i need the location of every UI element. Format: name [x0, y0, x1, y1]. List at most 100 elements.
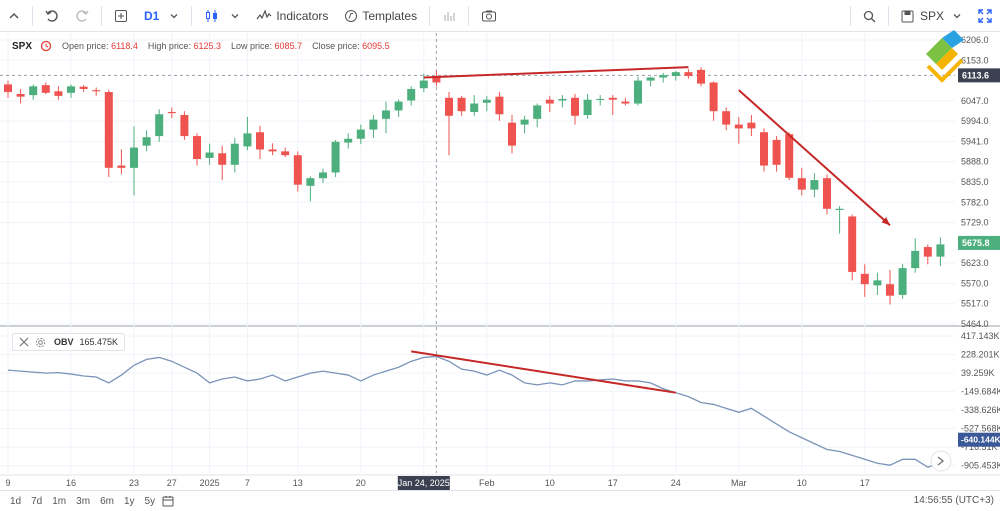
- candle-body: [419, 80, 428, 89]
- range-button-1m[interactable]: 1m: [52, 495, 67, 507]
- low-label: Low price:: [231, 41, 273, 51]
- candle-body: [646, 77, 655, 81]
- gear-icon[interactable]: [35, 337, 46, 348]
- candle-body: [923, 247, 932, 257]
- obv-last-badge: [958, 432, 1000, 447]
- clock-icon[interactable]: [40, 40, 52, 52]
- range-button-5y[interactable]: 5y: [144, 495, 156, 507]
- toolbar-divider: [849, 6, 851, 26]
- obv-trendline: [411, 350, 676, 394]
- calendar-icon[interactable]: [162, 495, 174, 507]
- undo-icon[interactable]: [37, 0, 67, 32]
- crosshair-date-badge: [397, 476, 450, 490]
- camera-icon[interactable]: [473, 0, 505, 32]
- candle-body: [495, 96, 504, 115]
- range-button-7d[interactable]: 7d: [31, 495, 43, 507]
- candle-body: [911, 250, 920, 269]
- time-tick-label: Mar: [731, 478, 747, 488]
- candle-body: [205, 152, 214, 158]
- templates-button[interactable]: Templates: [336, 0, 425, 32]
- clock-readout: 14:56:55 (UTC+3): [913, 495, 994, 506]
- chart-canvas[interactable]: 6206.0 6153.0 6047.0 5994.0 5941.0 5888.0 5835…: [0, 33, 1000, 490]
- toolbar: D1 Indicators Templates SPX: [0, 0, 1000, 32]
- candle-body: [596, 98, 605, 100]
- time-tick-label: 9: [5, 478, 10, 488]
- candle-body: [382, 110, 390, 119]
- candle-body: [659, 75, 668, 78]
- obv-tick-label: -338.626K: [961, 405, 1000, 415]
- obv-tick-label: -527.568K: [961, 424, 1000, 434]
- candle-body: [54, 91, 63, 96]
- candle-body: [218, 153, 227, 165]
- candle-body: [482, 99, 491, 103]
- candle-body: [508, 122, 516, 146]
- search-icon[interactable]: [855, 0, 884, 32]
- fullscreen-icon[interactable]: [970, 0, 1000, 32]
- candle-body: [797, 178, 806, 190]
- close-icon[interactable]: [19, 337, 29, 347]
- toolbar-right: SPX: [846, 0, 1000, 32]
- legend-symbol: SPX: [12, 40, 33, 52]
- candle-body: [155, 114, 164, 137]
- candle-body: [886, 284, 894, 296]
- candle-body: [823, 178, 831, 209]
- range-button-3m[interactable]: 3m: [76, 495, 91, 507]
- candle-body: [394, 101, 403, 111]
- axes: 6206.0 6153.0 6047.0 5994.0 5941.0 5888.0 5835…: [5, 35, 1000, 490]
- add-symbol-icon[interactable]: [106, 0, 136, 32]
- range-button-6m[interactable]: 6m: [100, 495, 114, 507]
- chart-type-button[interactable]: [196, 0, 248, 32]
- redo-icon[interactable]: [67, 0, 97, 32]
- candle-body: [936, 244, 945, 257]
- candle-body: [92, 90, 101, 92]
- candle-body: [583, 99, 592, 116]
- toolbar-divider: [101, 5, 102, 26]
- indicators-button[interactable]: Indicators: [248, 0, 336, 32]
- scroll-right-button: [930, 450, 952, 472]
- candle-body: [671, 72, 680, 76]
- candle-body: [709, 82, 718, 112]
- time-tick-label: 27: [167, 478, 177, 488]
- time-tick-label: 16: [66, 478, 76, 488]
- symbol-select[interactable]: SPX: [893, 0, 970, 32]
- candle-body: [873, 280, 882, 286]
- legend-open: Open price: 6118.4: [62, 41, 138, 51]
- candle-body: [785, 134, 794, 178]
- candle-body: [520, 119, 529, 125]
- candle-body: [67, 86, 75, 93]
- range-button-1d[interactable]: 1d: [10, 495, 22, 507]
- candle-body: [142, 137, 151, 146]
- price-tick-label: 5570.0: [961, 278, 989, 288]
- candle-body: [256, 132, 264, 150]
- candle-body: [293, 155, 302, 185]
- candle-body: [41, 85, 50, 93]
- time-tick-label: 13: [293, 478, 303, 488]
- candle-body: [79, 86, 88, 89]
- toolbar-divider: [887, 6, 889, 26]
- range-button-1y[interactable]: 1y: [123, 495, 135, 507]
- price-tick-label: 5782.0: [961, 197, 989, 207]
- time-tick-label: 7: [245, 478, 250, 488]
- candle-body: [369, 119, 378, 130]
- last-price-label: 5675.8: [962, 238, 990, 248]
- candle-body: [180, 115, 189, 137]
- candle-body: [457, 97, 466, 112]
- candle-body: [722, 111, 731, 125]
- templates-label: Templates: [362, 8, 418, 23]
- interval-button[interactable]: D1: [136, 0, 187, 32]
- candle-body: [117, 165, 126, 168]
- obv-name: OBV: [54, 337, 74, 347]
- time-tick-label: 10: [797, 478, 807, 488]
- symbol-select-label: SPX: [919, 9, 944, 23]
- high-label: High price:: [147, 41, 191, 51]
- interval-label: D1: [144, 8, 160, 23]
- time-tick-label: Feb: [479, 478, 495, 488]
- candle-body: [621, 101, 630, 104]
- time-tick-label: 17: [608, 478, 618, 488]
- candle-body: [558, 98, 567, 101]
- compare-icon[interactable]: [434, 0, 464, 32]
- collapse-chevron-icon[interactable]: [0, 0, 28, 32]
- candle-body: [281, 151, 290, 156]
- candle-body: [243, 133, 252, 147]
- obv-tick-label: -905.453K: [961, 461, 1000, 471]
